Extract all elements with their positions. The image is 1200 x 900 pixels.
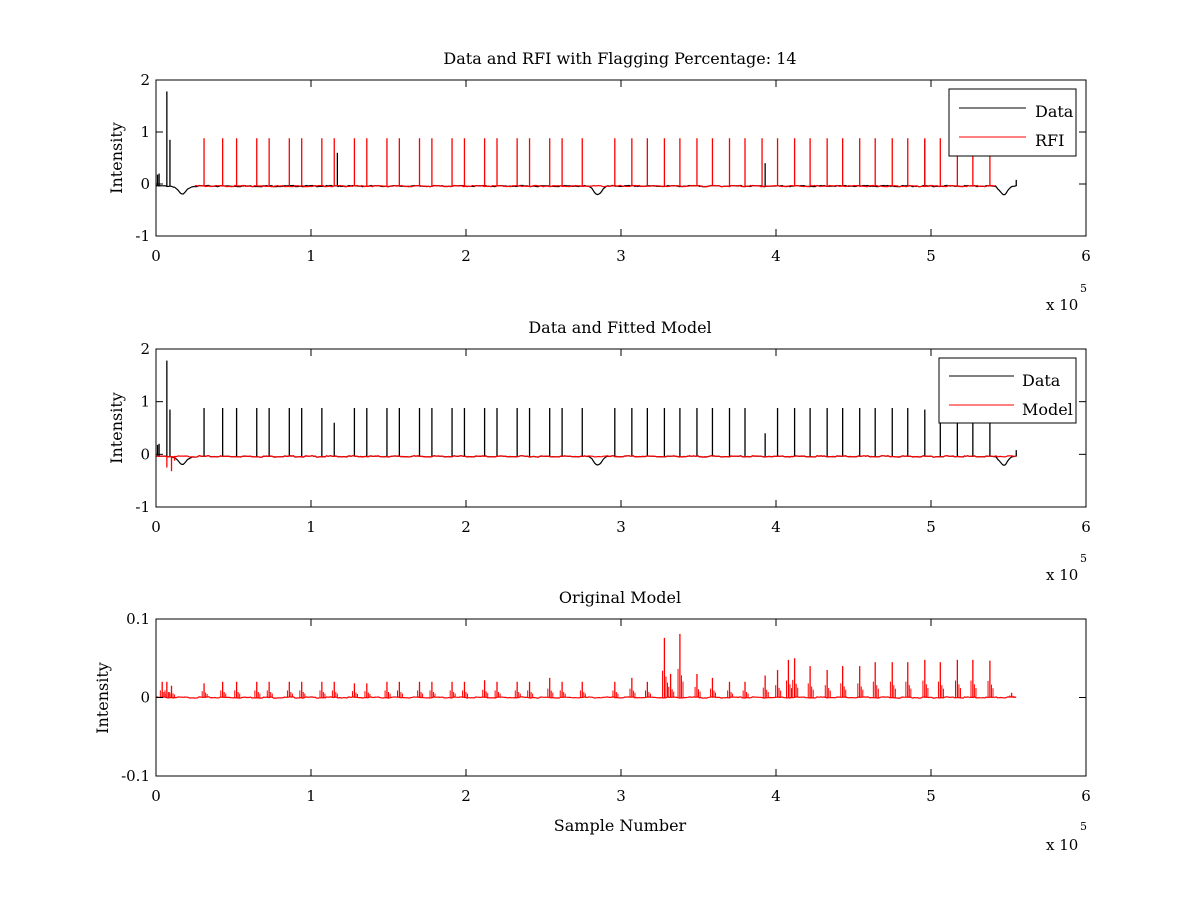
subplot-1-series-group <box>155 91 1017 196</box>
x-tick-label: 4 <box>771 787 781 805</box>
legend-data-label: Data <box>1035 102 1074 121</box>
y-tick-label: 0 <box>140 445 150 463</box>
y-tick-label: 2 <box>140 71 150 89</box>
x-tick-label: 3 <box>616 518 626 536</box>
subplot-3: Original Model 0 1 2 3 4 5 6 -0.1 0 0.1 … <box>93 588 1091 854</box>
subplot-1: Data and RFI with Flagging Percentage: 1… <box>107 49 1091 314</box>
y-tick-label: -1 <box>135 498 150 516</box>
x-tick-label: 0 <box>151 247 161 265</box>
subplot-1-legend: Data RFI <box>948 88 1077 157</box>
subplot-1-x-tick-labels: 0 1 2 3 4 5 6 <box>151 247 1091 265</box>
x-tick-label: 3 <box>616 787 626 805</box>
series-baseline <box>155 455 1017 458</box>
x-tick-label: 4 <box>771 247 781 265</box>
subplot-1-ticks <box>155 79 1087 237</box>
subplot-1-y-axis-label: Intensity <box>107 122 126 194</box>
legend-box <box>938 357 1077 424</box>
x-tick-label: 6 <box>1081 247 1091 265</box>
x-tick-label: 5 <box>926 247 936 265</box>
x-tick-label: 2 <box>461 518 471 536</box>
y-tick-label: 1 <box>140 123 150 141</box>
subplot-1-x-multiplier: x 10 <box>1046 296 1078 314</box>
subplot-2-y-tick-labels: -1 0 1 2 <box>135 340 150 516</box>
x-tick-label: 1 <box>306 787 316 805</box>
y-tick-label: 2 <box>140 340 150 358</box>
subplot-2: Data and Fitted Model 0 1 2 3 4 5 6 -1 0… <box>107 318 1091 584</box>
subplot-2-series-group <box>155 360 1017 472</box>
x-tick-label: 5 <box>926 787 936 805</box>
subplot-2-title: Data and Fitted Model <box>528 318 711 337</box>
x-tick-label: 1 <box>306 518 316 536</box>
subplot-1-plot-area <box>156 80 1086 236</box>
y-tick-label: 1 <box>140 393 150 411</box>
subplot-1-y-tick-labels: -1 0 1 2 <box>135 71 150 245</box>
x-tick-label: 1 <box>306 247 316 265</box>
y-tick-label: 0 <box>140 689 150 707</box>
series-baseline <box>155 696 1017 699</box>
subplot-3-x-axis-label: Sample Number <box>554 816 687 835</box>
x-tick-label: 2 <box>461 247 471 265</box>
legend-box <box>948 88 1077 157</box>
series-rfi <box>194 138 997 188</box>
subplot-3-y-tick-labels: -0.1 0 0.1 <box>121 610 150 785</box>
x-tick-label: 2 <box>461 787 471 805</box>
x-tick-label: 6 <box>1081 787 1091 805</box>
subplot-2-legend: Data Model <box>938 357 1077 424</box>
subplot-2-ticks <box>155 348 1087 508</box>
series-original-model <box>155 633 1017 699</box>
subplot-2-y-axis-label: Intensity <box>107 392 126 464</box>
subplot-2-x-multiplier-exponent: 5 <box>1080 552 1087 565</box>
series-model <box>155 455 1017 472</box>
subplot-3-x-multiplier-exponent: 5 <box>1080 820 1087 833</box>
x-tick-label: 0 <box>151 518 161 536</box>
x-tick-label: 3 <box>616 247 626 265</box>
series-baseline <box>194 184 997 188</box>
x-tick-label: 0 <box>151 787 161 805</box>
y-tick-label: -0.1 <box>121 767 150 785</box>
subplot-3-x-tick-labels: 0 1 2 3 4 5 6 <box>151 787 1091 805</box>
subplot-3-x-multiplier: x 10 <box>1046 836 1078 854</box>
subplot-2-plot-area <box>156 349 1086 507</box>
subplot-3-title: Original Model <box>559 588 681 607</box>
y-tick-label: 0.1 <box>126 610 150 628</box>
y-tick-label: -1 <box>135 227 150 245</box>
legend-data-label: Data <box>1022 371 1061 390</box>
subplot-3-series-group <box>155 633 1017 699</box>
x-tick-label: 6 <box>1081 518 1091 536</box>
subplot-2-x-multiplier: x 10 <box>1046 566 1078 584</box>
subplot-3-ticks <box>155 618 1087 777</box>
legend-model-label: Model <box>1022 400 1073 419</box>
x-tick-label: 5 <box>926 518 936 536</box>
y-tick-label: 0 <box>140 175 150 193</box>
subplot-3-y-axis-label: Intensity <box>93 662 112 734</box>
subplot-1-title: Data and RFI with Flagging Percentage: 1… <box>443 49 796 68</box>
subplot-2-x-tick-labels: 0 1 2 3 4 5 6 <box>151 518 1091 536</box>
subplot-1-x-multiplier-exponent: 5 <box>1080 282 1087 295</box>
x-tick-label: 4 <box>771 518 781 536</box>
legend-rfi-label: RFI <box>1035 131 1064 150</box>
